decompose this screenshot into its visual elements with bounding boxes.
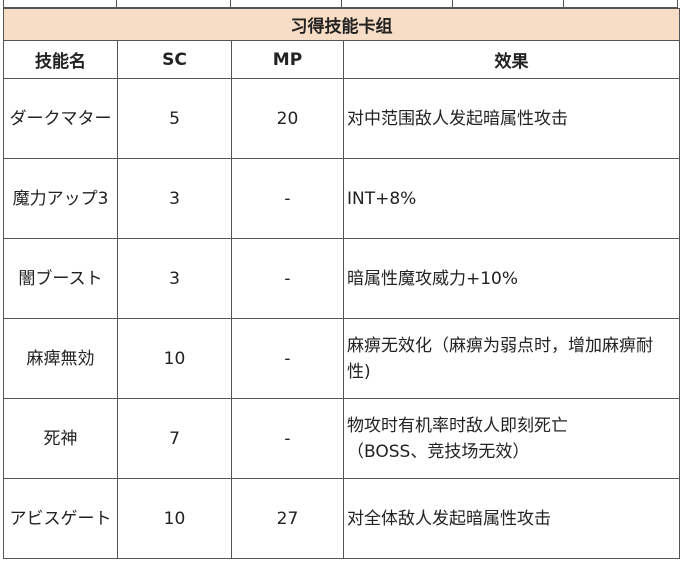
skill-name: 死神 — [3, 398, 118, 479]
skill-name: アビスゲート — [3, 478, 118, 559]
sc-value: 10 — [117, 318, 232, 399]
header-cell: 技能名 — [3, 40, 118, 79]
mp-value: - — [231, 318, 344, 399]
sc-value: 3 — [117, 238, 232, 319]
effect: 暗属性魔攻威力+10% — [343, 238, 680, 319]
header-cell: MP — [231, 40, 344, 79]
skill-name: 麻痺無効 — [3, 318, 118, 399]
header-row: 技能名 SC MP 效果 — [3, 40, 680, 79]
mp-value: 20 — [231, 78, 344, 159]
skill-row: 麻痺無効 10- 麻痹无效化（麻痹为弱点时，增加麻痹耐性) — [3, 318, 680, 399]
mp-value: - — [231, 158, 344, 239]
effect: 麻痹无效化（麻痹为弱点时，增加麻痹耐性) — [343, 318, 680, 399]
effect: 物攻时有机率时敌人即刻死亡 （BOSS、竞技场无效） — [343, 398, 680, 479]
skill-table: 习得技能卡组 技能名 SC MP 效果 ダークマター 5 20 对中范围敌人发起暗属性… — [3, 8, 680, 559]
sc-value: 3 — [117, 158, 232, 239]
skill-row: 魔力アップ3 3- INT+8% — [3, 158, 680, 239]
skill-name: 闇ブースト — [3, 238, 118, 319]
sc-value: 10 — [117, 478, 232, 559]
skill-row: ダークマター 5 20 对中范围敌人发起暗属性攻击 — [3, 78, 680, 159]
skill-name: ダークマター — [3, 78, 118, 159]
mp-value: - — [231, 238, 344, 319]
header-cell: SC — [117, 40, 232, 79]
effect: 对全体敌人发起暗属性攻击 — [343, 478, 680, 559]
header-cell: 效果 — [343, 40, 680, 79]
effect: 对中范围敌人发起暗属性攻击 — [343, 78, 680, 159]
sc-value: 7 — [117, 398, 232, 479]
sc-value: 5 — [117, 78, 232, 159]
skill-row: アビスゲート 10 27 对全体敌人发起暗属性攻击 — [3, 478, 680, 559]
table-title: 习得技能卡组 — [3, 8, 680, 41]
skill-name: 魔力アップ3 — [3, 158, 118, 239]
mp-value: - — [231, 398, 344, 479]
effect: INT+8% — [343, 158, 680, 239]
mp-value: 27 — [231, 478, 344, 559]
previous-table-edge — [3, 0, 679, 8]
title-row: 习得技能卡组 — [3, 8, 680, 41]
skill-row: 闇ブースト 3- 暗属性魔攻威力+10% — [3, 238, 680, 319]
skill-row: 死神 7- 物攻时有机率时敌人即刻死亡 （BOSS、竞技场无效） — [3, 398, 680, 479]
